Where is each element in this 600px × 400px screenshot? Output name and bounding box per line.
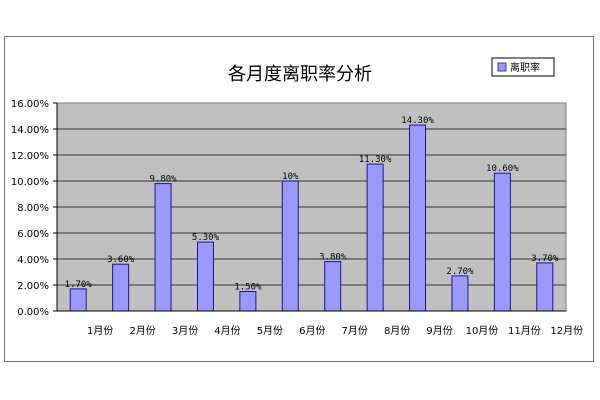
data-label: 1.70% <box>65 280 93 290</box>
data-label: 5.30% <box>192 233 220 243</box>
chart-title: 各月度离职率分析 <box>228 64 372 85</box>
bar <box>196 241 214 312</box>
y-tick-label: 6.00% <box>17 229 49 240</box>
data-label: 10.60% <box>486 164 519 174</box>
data-label: 3.80% <box>319 253 347 263</box>
x-tick-label: 5月份 <box>257 325 283 337</box>
y-tick-label: 14.00% <box>11 125 49 136</box>
y-tick-label: 10.00% <box>11 177 49 188</box>
bar <box>409 124 427 312</box>
x-tick-label: 7月份 <box>342 325 368 337</box>
legend-label: 离职率 <box>510 61 540 74</box>
data-label: 3.70% <box>531 254 559 264</box>
bar <box>112 263 130 312</box>
bar <box>451 275 469 312</box>
bar <box>324 261 342 312</box>
bar <box>69 288 87 312</box>
data-label: 3.60% <box>107 255 135 265</box>
plot-area <box>56 102 567 312</box>
bars <box>69 124 554 312</box>
data-label: 9.80% <box>149 175 177 185</box>
legend-box <box>491 57 555 77</box>
y-tick-label: 8.00% <box>17 203 49 214</box>
data-label: 14.30% <box>401 116 434 126</box>
data-label: 10% <box>282 172 299 182</box>
x-tick-label: 11月份 <box>508 325 541 337</box>
x-tick-label: 1月份 <box>87 325 113 337</box>
data-label: 1.50% <box>234 283 262 293</box>
data-labels: 1.70% 3.60% 9.80% 5.30% 1.50% 10% 3.80% 11.30% 1… <box>65 116 559 292</box>
bar <box>239 291 257 312</box>
data-label: 2.70% <box>446 267 474 277</box>
bar <box>536 262 554 312</box>
y-axis: 0.00% 2.00% 4.00% 6.00% 8.00% 10.00% 12.00% 14.… <box>11 99 58 318</box>
x-tick-label: 9月份 <box>426 325 452 337</box>
x-tick-label: 10月份 <box>466 325 499 337</box>
legend-swatch <box>497 62 507 72</box>
x-tick-label: 2月份 <box>129 325 155 337</box>
y-tick-label: 12.00% <box>11 151 49 162</box>
y-tick-label: 4.00% <box>17 255 49 266</box>
x-tick-label: 8月份 <box>384 325 410 337</box>
data-label: 11.30% <box>359 155 392 165</box>
x-axis: 1月份 2月份 3月份 4月份 5月份 6月份 7月份 8月份 9月份 10月份 11月份 12月份 <box>57 310 583 337</box>
legend: 离职率 <box>491 57 555 77</box>
y-tick-label: 0.00% <box>17 307 49 318</box>
x-tick-label: 4月份 <box>214 325 240 337</box>
bar <box>493 172 511 312</box>
y-tick-label: 16.00% <box>11 99 49 110</box>
x-tick-label: 6月份 <box>299 325 325 337</box>
bar <box>154 183 172 312</box>
x-tick-label: 3月份 <box>172 325 198 337</box>
y-tick-label: 2.00% <box>17 281 49 292</box>
x-tick-label: 12月份 <box>550 325 583 337</box>
bar <box>281 180 299 312</box>
bar <box>366 163 384 312</box>
